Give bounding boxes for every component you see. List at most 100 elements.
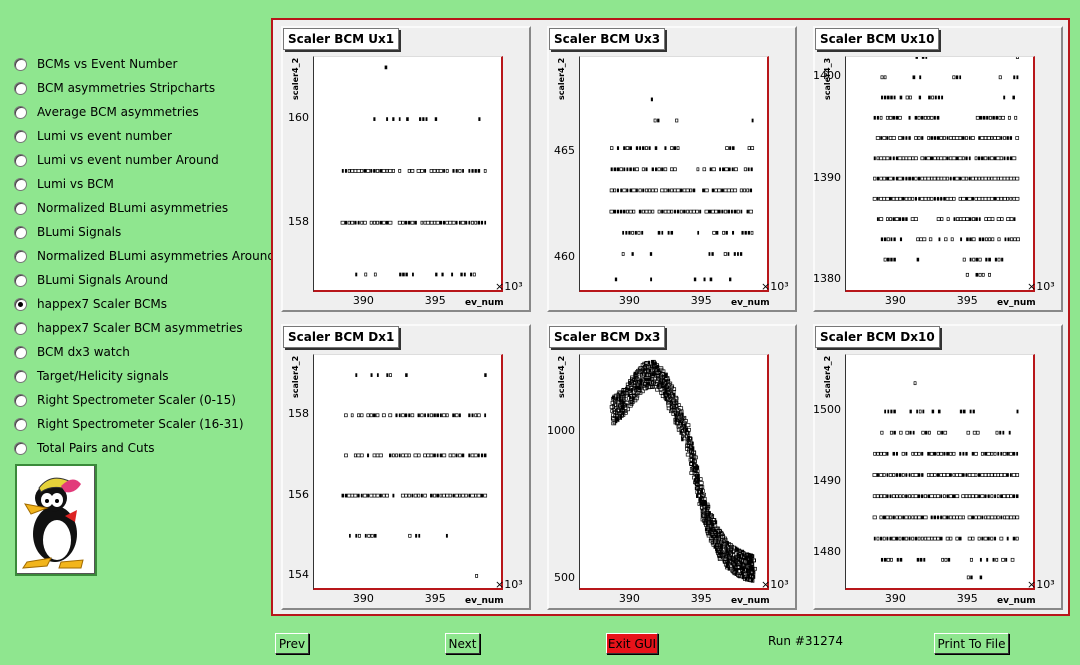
data-point xyxy=(965,196,968,201)
radio-icon[interactable] xyxy=(14,441,27,455)
data-point xyxy=(670,146,674,150)
data-point xyxy=(965,156,968,161)
data-point xyxy=(395,413,398,418)
data-point xyxy=(974,156,978,161)
menu-item[interactable]: Normalized BLumi asymmetries xyxy=(14,196,275,220)
data-point xyxy=(892,515,895,520)
menu-item[interactable]: Lumi vs event number Around xyxy=(14,148,275,172)
data-point xyxy=(895,536,899,541)
radio-icon[interactable] xyxy=(14,201,27,215)
data-point xyxy=(890,409,893,414)
data-point xyxy=(939,473,943,477)
data-point xyxy=(918,95,922,100)
data-point xyxy=(623,209,626,214)
menu-item[interactable]: Lumi vs BCM xyxy=(14,172,275,196)
data-point xyxy=(927,115,930,120)
data-point xyxy=(381,220,386,225)
radio-icon[interactable] xyxy=(14,249,27,263)
radio-icon[interactable] xyxy=(14,177,27,191)
data-point xyxy=(945,176,950,181)
radio-icon[interactable] xyxy=(14,57,27,71)
menu-item[interactable]: Right Spectrometer Scaler (0-15) xyxy=(14,388,275,412)
radio-icon[interactable] xyxy=(14,153,27,167)
data-point xyxy=(879,451,883,456)
menu-item[interactable]: Normalized BLumi asymmetries Around xyxy=(14,244,275,268)
radio-icon[interactable] xyxy=(14,81,27,95)
data-point xyxy=(644,209,649,214)
menu-item[interactable]: BLumi Signals Around xyxy=(14,268,275,292)
data-point xyxy=(895,156,898,161)
data-point xyxy=(441,272,444,277)
menu-item[interactable]: BCM dx3 watch xyxy=(14,340,275,364)
menu-item[interactable]: Average BCM asymmetries xyxy=(14,100,275,124)
data-point xyxy=(381,413,386,418)
plot-pad[interactable]: Scaler BCM Dx10 1480 1490 1500 390 395 ×10³ ev_… xyxy=(813,324,1063,610)
plot-pad[interactable]: Scaler BCM Ux3 460 465 390 395 ×10³ ev_num scal… xyxy=(547,26,797,312)
radio-icon[interactable] xyxy=(14,345,27,359)
radio-icon[interactable] xyxy=(14,105,27,119)
menu-item[interactable]: BCMs vs Event Number xyxy=(14,52,275,76)
menu-item[interactable]: happex7 Scaler BCM asymmetries xyxy=(14,316,275,340)
menu-item[interactable]: BLumi Signals xyxy=(14,220,275,244)
data-point xyxy=(951,156,957,161)
data-point xyxy=(975,217,978,221)
data-point xyxy=(987,176,991,181)
data-point xyxy=(995,115,998,120)
data-point xyxy=(613,167,617,172)
data-point xyxy=(641,209,645,214)
data-point xyxy=(971,536,975,541)
radio-icon[interactable] xyxy=(14,225,27,239)
data-point xyxy=(933,536,937,541)
menu-item[interactable]: BCM asymmetries Stripcharts xyxy=(14,76,275,100)
plot-pad[interactable]: Scaler BCM Ux10 1380 1390 1400 390 395 ×10³ ev_… xyxy=(813,26,1063,312)
data-point xyxy=(468,413,471,418)
data-point xyxy=(918,196,920,201)
scatter-plot xyxy=(609,97,755,282)
plot-pad[interactable]: Scaler BCM Ux1 158 160 390 395 ×10³ ev_num scal… xyxy=(281,26,531,312)
data-point xyxy=(987,536,990,541)
data-point xyxy=(902,515,905,520)
data-point xyxy=(434,117,438,121)
data-point xyxy=(733,188,738,193)
menu-item[interactable]: Total Pairs and Cuts xyxy=(14,436,275,460)
radio-icon[interactable] xyxy=(14,417,27,431)
data-point xyxy=(949,473,952,477)
menu-item[interactable]: Right Spectrometer Scaler (16-31) xyxy=(14,412,275,436)
data-point xyxy=(907,156,912,161)
radio-icon[interactable] xyxy=(14,369,27,383)
data-point xyxy=(936,156,940,161)
menu-item[interactable]: happex7 Scaler BCMs xyxy=(14,292,275,316)
data-point xyxy=(645,167,648,172)
plot-pad[interactable]: Scaler BCM Dx1 154 156 158 390 395 ×10³ ev_num s… xyxy=(281,324,531,610)
data-point xyxy=(1015,136,1020,140)
radio-selected-icon[interactable] xyxy=(14,297,27,311)
radio-icon[interactable] xyxy=(14,321,27,335)
data-point xyxy=(929,494,935,499)
data-point xyxy=(732,230,735,235)
data-point xyxy=(711,522,715,527)
prev-button[interactable]: Prev xyxy=(275,633,309,654)
radio-icon[interactable] xyxy=(14,129,27,143)
y-axis-title: scaler4_2 xyxy=(823,355,832,398)
exit-gui-button[interactable]: Exit GUI xyxy=(606,633,658,654)
plot-pad[interactable]: Scaler BCM Dx3 500 1000 390 395 ×10³ ev_num sca… xyxy=(547,324,797,610)
radio-icon[interactable] xyxy=(14,273,27,287)
data-point xyxy=(886,494,889,499)
menu-item[interactable]: Lumi vs event number xyxy=(14,124,275,148)
data-point xyxy=(347,220,351,225)
data-point xyxy=(705,506,710,511)
data-point xyxy=(889,196,892,201)
data-point xyxy=(1010,237,1014,242)
print-to-file-button[interactable]: Print To File xyxy=(934,633,1009,654)
data-point xyxy=(928,430,931,435)
data-point xyxy=(913,494,918,499)
next-button[interactable]: Next xyxy=(445,633,480,654)
data-point xyxy=(942,156,947,161)
data-point xyxy=(978,237,982,242)
x-axis-multiplier: ×10³ xyxy=(495,578,523,591)
data-point xyxy=(722,230,726,235)
radio-icon[interactable] xyxy=(14,393,27,407)
data-point xyxy=(674,209,676,214)
menu-item[interactable]: Target/Helicity signals xyxy=(14,364,275,388)
data-point xyxy=(978,494,981,499)
